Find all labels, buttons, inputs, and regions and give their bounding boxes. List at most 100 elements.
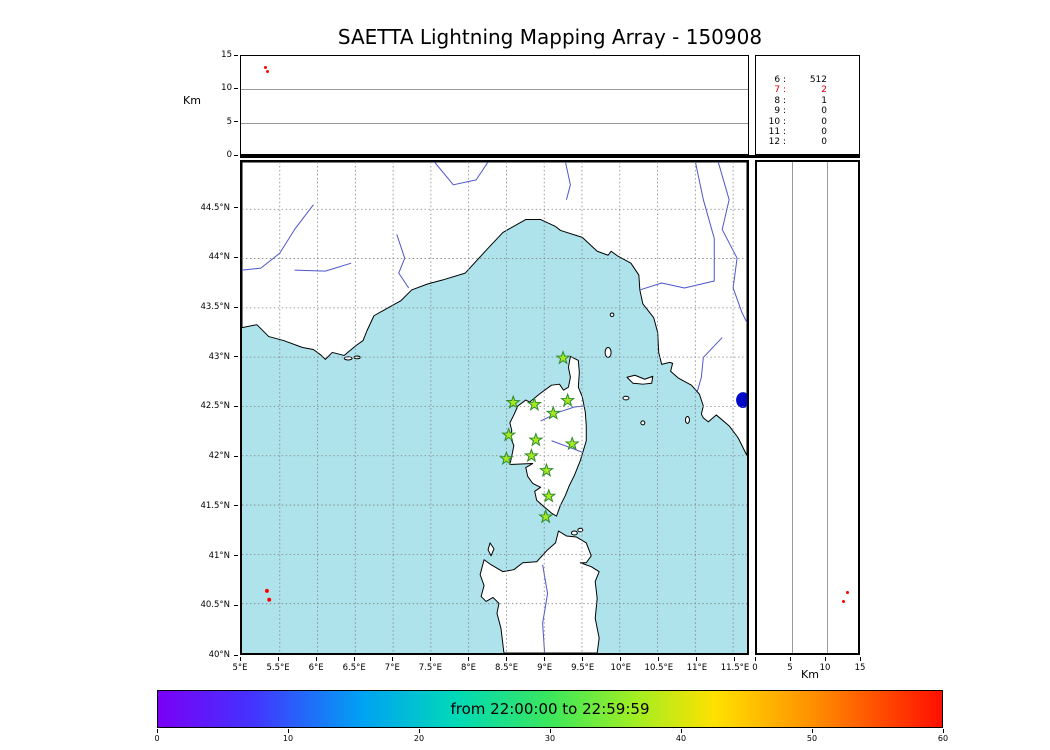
lat-tick-mark [234,405,238,407]
station-star [545,405,561,420]
lon-tick-label: 8°E [460,663,476,673]
altitude-tick-label: 10 [819,663,831,673]
station-count-key: 11 : [768,127,786,138]
lon-tick-label: 6°E [308,663,324,673]
altitude-gridline [827,162,828,653]
station-count-stats-panel: 6 : 512 7 : 2 8 : 1 9 : 0 10 : 0 11 : 0 12 : 0 [755,55,860,155]
colorbar-tick-label: 60 [937,734,949,743]
station-count-key: 6 : [774,75,786,85]
station-count-row: 12 : 0 [756,137,859,147]
island-asinara [487,542,495,557]
lat-tick-mark [234,455,238,457]
source-dot-map [267,597,272,602]
altitude-gridline [241,89,748,91]
island-capraia [604,346,612,358]
lon-tick-mark [315,657,317,661]
station-count-value: 0 [821,106,827,117]
colorbar-time-range-label: from 22:00:00 to 22:59:59 [450,700,650,718]
colorbar-tick-label: 0 [154,734,160,743]
station-star [541,488,557,503]
lat-tick-label: 42.5°N [200,401,230,412]
lat-tick-mark [234,604,238,606]
station-count-rows: 6 : 512 7 : 2 8 : 1 9 : 0 10 : 0 11 : 0 12 : 0 [756,75,859,148]
island-montecristo [640,420,646,426]
altitude-tick-label: 15 [221,50,232,60]
altitude-tick-label: 5 [787,663,793,673]
lat-tick-label: 40°N [208,650,230,660]
island-gorgona [609,312,615,318]
lon-tick-label: 8.5°E [494,663,519,673]
altitude-axis-label-top: Km [183,94,201,107]
lat-tick-label: 41°N [208,550,230,561]
station-count-value: 512 [809,75,827,85]
panel-divider-line [240,155,860,158]
station-markers [498,350,580,524]
altitude-tick-mark [234,121,238,123]
island-pianosa [622,395,630,401]
colorbar-tick-label: 40 [675,734,687,743]
map-graticule [242,162,747,653]
altitude-vs-latitude-panel [755,160,860,655]
lat-tick-label: 43.5°N [200,302,230,313]
lat-tick-mark [234,256,238,258]
station-star [538,462,555,478]
station-star [526,396,542,411]
source-dot-altitude-lat [841,599,845,603]
station-star [498,450,514,466]
station-star [505,394,521,409]
lat-tick-label: 44°N [208,252,230,263]
colorbar-tick-label: 20 [413,734,425,743]
station-star [560,392,576,407]
altitude-tick-label: 15 [854,663,866,673]
lon-tick-label: 10.5°E [644,663,674,673]
colorbar-tick-mark [156,729,158,733]
colorbar-tick-mark [418,729,420,733]
lon-tick-label: 7.5°E [418,663,442,673]
lat-tick-mark [234,207,238,209]
lat-tick-label: 43°N [208,351,230,362]
colorbar-tick-mark [811,729,813,733]
coastline-france-italy [242,162,747,457]
lat-tick-mark [234,555,238,557]
lon-tick-label: 9°E [537,663,553,673]
island-caprera [577,527,584,533]
station-count-value: 0 [821,127,827,138]
altitude-tick-mark [754,657,756,661]
lon-tick-mark [467,657,469,661]
island-giglio [684,415,690,424]
station-count-value: 0 [821,137,827,148]
map-panel [240,160,749,655]
lat-tick-label: 40.5°N [200,600,230,611]
station-count-key: 8 : [774,95,786,106]
station-count-row: 8 : 1 [756,96,859,106]
altitude-tick-label: 0 [752,663,758,673]
lake-bolsena [736,392,747,408]
altitude-tick-mark [234,87,238,89]
colorbar-tick-label: 10 [282,734,294,743]
colorbar-tick-mark [680,729,682,733]
lat-tick-label: 41.5°N [200,500,230,511]
altitude-tick-mark [234,154,238,156]
station-count-key: 10 : [768,116,786,127]
lon-tick-mark [277,657,279,661]
station-count-value: 0 [821,116,827,127]
station-count-row: 11 : 0 [756,127,859,137]
lon-tick-mark [506,657,508,661]
lon-tick-mark [696,657,698,661]
lat-tick-mark [234,505,238,507]
lon-tick-label: 11°E [686,663,708,673]
lon-tick-label: 11.5°E [720,663,750,673]
station-star [501,427,517,442]
time-colorbar: from 22:00:00 to 22:59:59 [157,690,943,728]
source-dot-altitude-lon [263,65,267,69]
lightning-sources [264,588,272,602]
altitude-gridline [792,162,793,653]
colorbar-tick-label: 50 [806,734,818,743]
station-star [538,508,554,524]
station-count-row: 7 : 2 [756,85,859,95]
source-dot-altitude-lat [845,590,849,594]
island-elba [626,374,654,385]
station-count-value: 2 [821,85,827,96]
lat-tick-mark [234,356,238,358]
